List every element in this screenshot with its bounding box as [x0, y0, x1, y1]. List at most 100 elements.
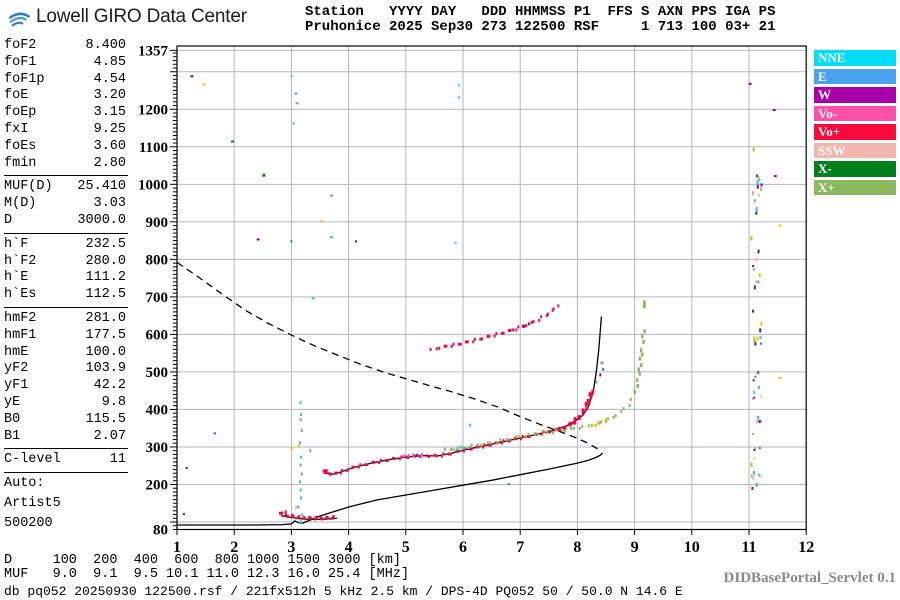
param-label: hmF2 — [4, 310, 37, 326]
muf-row: MUF 9.0 9.1 9.5 10.1 11.0 12.3 16.0 25.4… — [4, 567, 410, 582]
echoes-second-hop-echoes — [429, 304, 560, 351]
param-label: D — [4, 212, 13, 228]
param-label: h`F2 — [4, 253, 37, 269]
param-value: 100.0 — [85, 344, 126, 360]
x-tick-label: 11 — [741, 539, 756, 556]
x-tick-label: 9 — [631, 539, 639, 556]
y-tick-label: 500 — [146, 365, 169, 381]
param-label: fxI — [4, 121, 29, 137]
legend-item-e: E — [814, 68, 896, 84]
param-row-h`Es: h`Es 112.5 — [4, 287, 126, 304]
param-row-B1: B1 2.07 — [4, 429, 126, 446]
legend-item-x+: X+ — [814, 179, 896, 195]
param-row-MUF(D): MUF(D) 25.410 — [4, 179, 126, 196]
param-row-hmF1: hmF1 177.5 — [4, 328, 126, 345]
param-value: 280.0 — [85, 253, 126, 269]
echoes-f-trace-o-asymptote — [557, 389, 595, 431]
y-tick-label: 1100 — [139, 140, 168, 156]
param-row-h`F: h`F 232.5 — [4, 237, 126, 254]
param-row-hmF2: hmF2 281.0 — [4, 311, 126, 328]
param-label: foF1p — [4, 71, 45, 87]
panel-divider — [4, 448, 128, 450]
param-value: 281.0 — [85, 310, 126, 326]
param-label: yF1 — [4, 378, 29, 394]
param-label: M(D) — [4, 196, 37, 212]
param-label: foEp — [4, 105, 37, 121]
param-value: 2.80 — [93, 155, 126, 171]
param-row-foF2: foF2 8.400 — [4, 38, 126, 55]
scattered-echo-dots — [182, 75, 782, 524]
page-title: Lowell GIRO Data Center — [36, 5, 247, 27]
param-value: 4.54 — [93, 71, 126, 87]
param-value: 3.60 — [93, 138, 126, 154]
d-row: D 100 200 400 600 800 1000 1500 3000 [km… — [4, 553, 401, 568]
servlet-version-label: DIDBasePortal_Servlet 0.1 — [723, 570, 896, 586]
param-row-C-level: C-level 11 — [4, 452, 126, 469]
echoes-f-trace-o-echoes — [322, 427, 558, 477]
scaled-parameters-panel: foF2 8.400 foF1 4.85 foF1p 4.54 foE 3.20 foEp 3.1… — [4, 38, 128, 533]
param-row-B0: B0 115.5 — [4, 412, 126, 429]
x-tick-label: 12 — [798, 539, 814, 556]
d-muf-table: D 100 200 400 600 800 1000 1500 3000 [km… — [4, 554, 409, 582]
param-label: hmF1 — [4, 327, 37, 343]
x-tick-label: 10 — [684, 539, 700, 556]
axis-labels: 1357 1200 1100 1000 900 800 700 600 500 400 300 200… — [138, 43, 814, 556]
param-label: h`F — [4, 236, 29, 252]
source-line: db pq052 20250930 122500.rsf / 221fx512h… — [4, 584, 683, 599]
panel-divider — [4, 232, 128, 234]
y-tick-label: 800 — [146, 252, 169, 268]
param-label: foF1 — [4, 54, 37, 70]
param-value: 9.8 — [101, 394, 126, 410]
param-value: 3000.0 — [77, 212, 126, 228]
param-label: h`Es — [4, 287, 37, 303]
curve-bottomside-profile — [302, 452, 604, 524]
x-tick-label: 7 — [516, 539, 524, 556]
station-header-values: Pruhonice 2025 Sep30 273 122500 RSF 1 71… — [305, 19, 776, 35]
param-row-foF1p: foF1p 4.54 — [4, 72, 126, 89]
legend-item-x-: X- — [814, 161, 896, 177]
param-label: foF2 — [4, 38, 37, 53]
param-label: foEs — [4, 138, 37, 154]
param-row-h`E: h`E 111.2 — [4, 270, 126, 287]
param-value: 3.20 — [93, 88, 126, 104]
direction-legend: NNE E W Vo- Vo+ SSW X- X+ — [814, 50, 896, 198]
param-label: yE — [4, 394, 21, 410]
y-tick-label: 700 — [146, 290, 169, 306]
curve-es-trace-fit — [280, 515, 338, 521]
param-row-yE: yE 9.8 — [4, 395, 126, 412]
param-row-fmin: fmin 2.80 — [4, 156, 126, 173]
param-value: 25.410 — [77, 179, 126, 195]
param-value: 103.9 — [85, 361, 126, 377]
autoscaling-info: Auto: — [4, 476, 45, 492]
param-label: B1 — [4, 428, 21, 444]
param-label: B0 — [4, 411, 21, 427]
param-row-h`F2: h`F2 280.0 — [4, 254, 126, 271]
axis-ticks — [170, 49, 807, 535]
curve-f-trace-fit — [324, 316, 603, 475]
curve-topside-profile-dashed — [176, 261, 602, 453]
param-label: fmin — [4, 155, 37, 171]
legend-item-vo+: Vo+ — [814, 124, 896, 140]
param-value: 115.5 — [85, 411, 126, 427]
plot-frame — [176, 45, 807, 531]
param-value: 111.2 — [85, 270, 126, 286]
param-row-fxI: fxI 9.25 — [4, 122, 126, 139]
y-tick-label: 300 — [146, 440, 169, 456]
station-header-columns: Station YYYY DAY DDD HHMMSS P1 FFS S AXN… — [305, 4, 776, 20]
param-value: 11 — [109, 452, 126, 468]
autoscaling-info: Artist5 — [4, 495, 61, 511]
param-value: 112.5 — [85, 287, 126, 303]
param-value: 8.400 — [85, 38, 126, 53]
y-tick-label: 600 — [146, 327, 169, 343]
param-row-M(D): M(D) 3.03 — [4, 196, 126, 213]
brand-header: Lowell GIRO Data Center — [8, 5, 247, 28]
echoes-f-trace-x-echoes — [443, 397, 632, 451]
param-value: 4.85 — [93, 54, 126, 70]
param-label: h`E — [4, 270, 29, 286]
echoes-f-trace-x-asymptote — [633, 329, 646, 394]
y-tick-label: 1200 — [138, 102, 168, 118]
param-label: foE — [4, 88, 29, 104]
x-tick-label: 8 — [573, 539, 581, 556]
param-value: 232.5 — [85, 236, 126, 252]
